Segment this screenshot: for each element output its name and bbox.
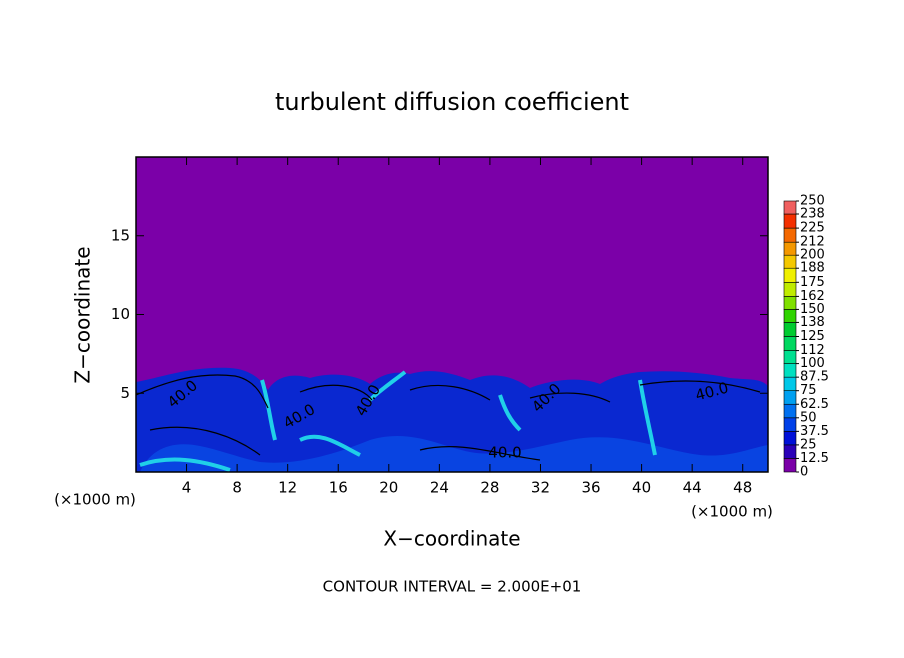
colorbar-band	[783, 267, 797, 283]
colorbar-band	[783, 336, 797, 351]
colorbar-band	[783, 200, 797, 215]
colorbar-band	[783, 417, 797, 432]
colorbar-label: 212	[800, 235, 825, 250]
colorbar-label: 100	[800, 356, 825, 371]
y-tick-label: 15	[111, 226, 130, 244]
colorbar-band	[783, 376, 797, 391]
colorbar-band	[783, 241, 797, 256]
x-tick-label: 28	[480, 479, 499, 497]
colorbar-label: 87.5	[800, 370, 829, 385]
colorbar-label: 75	[800, 383, 817, 398]
contour-label: 40.0	[488, 444, 521, 462]
colorbar-label: 112	[800, 343, 825, 358]
y-axis-title: Z−coordinate	[71, 246, 95, 383]
field: 40.0 40.0 40.0 40.0 40.0 40.0	[135, 367, 768, 472]
colorbar-label: 50	[800, 410, 817, 425]
colorbar-band	[783, 296, 797, 310]
x-tick-label: 16	[329, 479, 348, 497]
colorbar-label: 12.5	[800, 451, 829, 466]
chart-title: turbulent diffusion coefficient	[275, 88, 629, 116]
x-tick-label: 32	[531, 479, 550, 497]
x-tick-label: 24	[430, 479, 449, 497]
colorbar-label: 125	[800, 329, 825, 344]
y-tick-label: 10	[111, 305, 130, 323]
colorbar-label: 62.5	[800, 397, 829, 412]
colorbar-band	[783, 444, 797, 459]
x-axis-title: X−coordinate	[383, 527, 520, 551]
y-tick-label: 5	[120, 384, 130, 402]
colorbar-band	[783, 363, 797, 378]
colorbar-band	[783, 458, 797, 473]
colorbar-label: 138	[800, 315, 825, 330]
x-tick-label: 36	[581, 479, 600, 497]
colorbar-label: 188	[800, 261, 825, 276]
colorbar-label: 175	[800, 275, 825, 290]
footer: CONTOUR INTERVAL = 2.000E+01	[323, 578, 582, 596]
colorbar-band	[783, 390, 797, 405]
colorbar-band	[783, 227, 797, 243]
x-tick-label: 12	[278, 479, 297, 497]
colorbar-label: 250	[800, 194, 825, 209]
x-tick-label: 4	[182, 479, 192, 497]
streak	[139, 370, 657, 472]
colorbar-band	[783, 403, 797, 419]
turbulent-region	[140, 435, 768, 472]
colorbar-band	[783, 213, 797, 229]
colorbar-band	[783, 431, 797, 446]
x-tick-label: 40	[632, 479, 651, 497]
colorbar-band	[783, 350, 797, 364]
colorbar-label: 162	[800, 289, 825, 304]
colorbar-band	[783, 309, 797, 323]
colorbar-label: 37.5	[800, 424, 829, 439]
x-tick-label: 48	[733, 479, 752, 497]
colorbar-band	[783, 254, 797, 269]
colorbar-band	[783, 322, 797, 337]
contour-line	[135, 374, 761, 461]
colorbar-label: 200	[800, 248, 825, 263]
x-tick-label: 20	[379, 479, 398, 497]
colorbar-label: 225	[800, 221, 825, 236]
x-tick-label: 8	[232, 479, 242, 497]
y-unit: (×1000 m)	[54, 491, 136, 509]
colorbar-band	[783, 281, 797, 297]
colorbar-label: 150	[800, 302, 825, 317]
colorbar-label: 25	[800, 437, 817, 452]
x-unit: (×1000 m)	[691, 503, 773, 521]
x-tick-label: 44	[683, 479, 702, 497]
colorbar-label: 0	[800, 465, 808, 480]
colorbar-label: 238	[800, 207, 825, 222]
